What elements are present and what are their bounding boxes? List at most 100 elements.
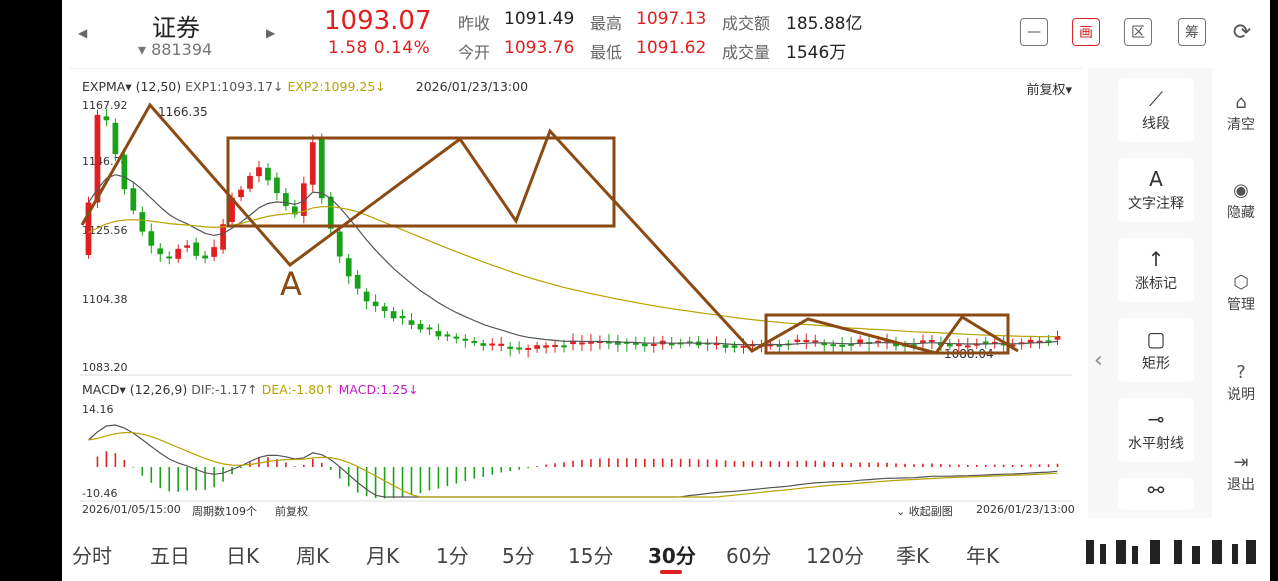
tab-yearly[interactable]: 年K (966, 544, 1000, 568)
drawn-trendline[interactable] (80, 102, 1019, 355)
help-button[interactable]: ? 说明 (1212, 362, 1270, 404)
drawn-annotations[interactable] (80, 102, 1019, 355)
sub-indicator-line: MACD▾ (12,26,9) DIF:-1.17↑ DEA:-1.80↑ MA… (82, 382, 419, 397)
clear-button[interactable]: ⌂ 清空 (1212, 92, 1270, 134)
horizontal-ray-tool[interactable]: ⊸ 水平射线 (1118, 398, 1194, 462)
manage-button[interactable]: ⬡ 管理 (1212, 272, 1270, 314)
candle (471, 340, 478, 343)
pattern-tool[interactable]: ⚯ (1118, 478, 1194, 510)
candle (1054, 336, 1061, 340)
candle (623, 341, 630, 344)
price-change: 1.58 0.14% (328, 38, 431, 58)
candle (363, 291, 370, 302)
candle (291, 206, 298, 215)
main-indicator-select[interactable]: EXPMA▾ (82, 79, 132, 94)
candle (534, 345, 540, 349)
candle (148, 231, 155, 246)
candle (668, 343, 675, 346)
tab-120min[interactable]: 120分 (806, 544, 865, 568)
candle (1009, 344, 1016, 347)
draw-mode-icon[interactable]: 画 (1072, 18, 1100, 46)
candle (516, 347, 523, 350)
candle (991, 341, 998, 344)
quote-value: 1093.76 (504, 38, 575, 58)
cursor-date: 2026/01/23/13:00 (415, 79, 529, 94)
exit-button[interactable]: ⇥ 退出 (1212, 452, 1270, 494)
annotation-text[interactable]: A (280, 265, 302, 303)
candle (946, 343, 953, 347)
minimize-icon[interactable]: — (1020, 18, 1048, 46)
sub-indicator-select[interactable]: MACD▾ (82, 382, 126, 397)
candle (130, 188, 137, 211)
chips-icon[interactable]: 筹 (1178, 18, 1206, 46)
candle (184, 245, 191, 248)
candle (354, 274, 361, 289)
pattern-icon: ⚯ (1147, 478, 1165, 502)
candle (453, 336, 460, 339)
tab-15min[interactable]: 15分 (568, 544, 614, 568)
stock-code[interactable]: ▾ 881394 (138, 40, 213, 59)
up-mark-tool[interactable]: ↑ 涨标记 (1118, 238, 1194, 302)
candle (211, 247, 217, 257)
next-stock-arrow[interactable]: ▶ (266, 26, 276, 40)
candle (193, 242, 200, 256)
tool-label: 涨标记 (1135, 276, 1177, 292)
hide-button[interactable]: ◉ 隐藏 (1212, 180, 1270, 222)
exit-icon: ⇥ (1233, 452, 1249, 473)
drawn-rectangle[interactable] (764, 313, 1010, 355)
candle (579, 342, 585, 345)
rotate-screen-icon[interactable]: ⟳ (1232, 19, 1252, 45)
candle (794, 339, 801, 342)
main-indicator-params: (12,50) (135, 79, 182, 94)
tab-intraday[interactable]: 分时 (72, 544, 112, 568)
high-price-mark: 1166.35 (158, 105, 208, 119)
tab-weekly[interactable]: 周K (296, 544, 330, 568)
candle (875, 340, 881, 343)
line-segment-tool[interactable]: ⟋ 线段 (1118, 78, 1194, 142)
sub-indicator-params: (12,26,9) (129, 382, 188, 397)
tab-daily[interactable]: 日K (226, 544, 260, 568)
candle (982, 341, 989, 345)
chevron-left-icon[interactable]: ‹ (1094, 348, 1103, 373)
tab-30min[interactable]: 30分 (648, 544, 696, 568)
candle (561, 345, 567, 348)
candle (713, 343, 720, 346)
quote-label: 最低 (590, 43, 623, 62)
collapse-subchart-button[interactable]: ⌄ 收起副图 (896, 505, 953, 518)
arrow-up-icon: ↑ (1147, 247, 1165, 271)
quote-label: 最高 (590, 14, 623, 33)
candle (283, 193, 289, 207)
active-tab-indicator (660, 570, 682, 574)
tab-monthly[interactable]: 月K (366, 544, 400, 568)
text-annotation-tool[interactable]: A 文字注释 (1118, 158, 1194, 222)
quote-label: 今开 (458, 43, 491, 62)
fuquan-select[interactable]: 前复权▾ (1026, 83, 1072, 98)
candle (588, 341, 594, 344)
prev-stock-arrow[interactable]: ◀ (78, 26, 88, 40)
tab-1min[interactable]: 1分 (436, 544, 469, 568)
kline-chart[interactable]: EXPMA▾ (12,50) EXP1:1093.17↓ EXP2:1099.2… (70, 68, 1082, 518)
candle (256, 167, 262, 177)
candle (1000, 343, 1007, 346)
candle (632, 342, 639, 345)
stock-title[interactable]: 证券 (152, 14, 200, 42)
candle (543, 345, 549, 348)
candle (722, 344, 729, 348)
tab-quarterly[interactable]: 季K (896, 544, 930, 568)
macd-value: MACD:1.25↓ (338, 382, 419, 397)
rectangle-tool[interactable]: ▢ 矩形 (1118, 318, 1194, 382)
candle (372, 301, 379, 307)
range-icon[interactable]: 区 (1124, 18, 1152, 46)
tool-label: 矩形 (1142, 356, 1170, 372)
tool-label: 文字注释 (1128, 196, 1184, 212)
tab-5min[interactable]: 5分 (502, 544, 535, 568)
candle (614, 341, 621, 345)
tab-five-day[interactable]: 五日 (150, 544, 190, 568)
drawn-rectangle[interactable] (226, 136, 616, 228)
more-periods-icon[interactable] (1080, 536, 1264, 568)
horizontal-ray-icon: ⊸ (1147, 407, 1165, 431)
line-segment-icon: ⟋ (1149, 87, 1163, 111)
tab-60min[interactable]: 60分 (726, 544, 772, 568)
candle (318, 139, 325, 199)
candle (1045, 340, 1052, 343)
